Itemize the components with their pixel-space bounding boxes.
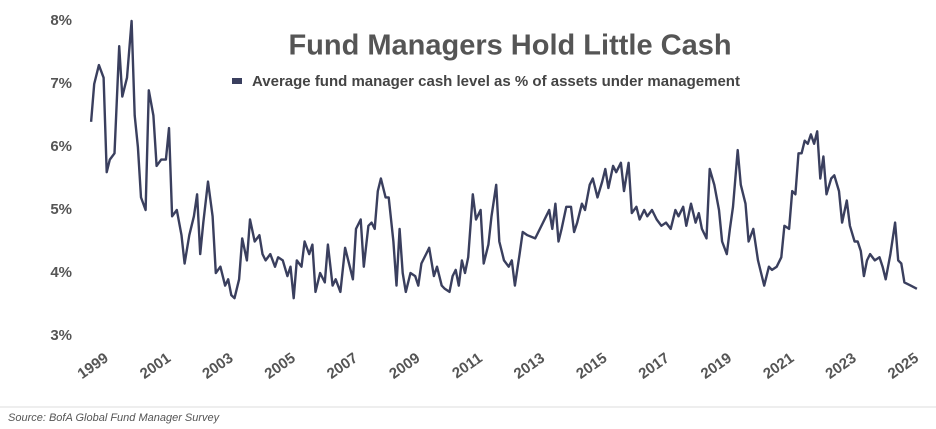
y-tick-label: 6% xyxy=(50,138,72,155)
y-tick-label: 3% xyxy=(50,327,72,344)
y-tick-label: 7% xyxy=(50,75,72,92)
x-tick-label: 1999 xyxy=(75,350,112,383)
y-tick-label: 4% xyxy=(50,264,72,281)
x-tick-label: 2011 xyxy=(449,350,485,383)
y-tick-label: 8% xyxy=(50,12,72,29)
x-tick-label: 2019 xyxy=(698,350,735,383)
x-tick-label: 2015 xyxy=(573,350,610,383)
x-tick-label: 2001 xyxy=(137,350,174,383)
data-line xyxy=(89,19,918,300)
legend-swatch xyxy=(232,78,242,84)
x-tick-label: 2021 xyxy=(760,350,797,383)
x-tick-label: 2009 xyxy=(386,350,423,383)
x-tick-label: 2017 xyxy=(635,350,672,383)
x-tick-label: 2025 xyxy=(885,350,922,383)
x-tick-label: 2013 xyxy=(511,350,548,383)
x-tick-label: 2023 xyxy=(822,350,859,383)
x-tick-label: 2007 xyxy=(324,350,361,383)
chart-title: Fund Managers Hold Little Cash xyxy=(288,30,731,62)
y-tick-label: 5% xyxy=(50,201,72,218)
x-tick-label: 2003 xyxy=(199,350,236,383)
x-tick-label: 2005 xyxy=(262,350,299,383)
legend-label: Average fund manager cash level as % of … xyxy=(252,73,740,90)
source: Source: BofA Global Fund Manager Survey xyxy=(8,412,221,424)
